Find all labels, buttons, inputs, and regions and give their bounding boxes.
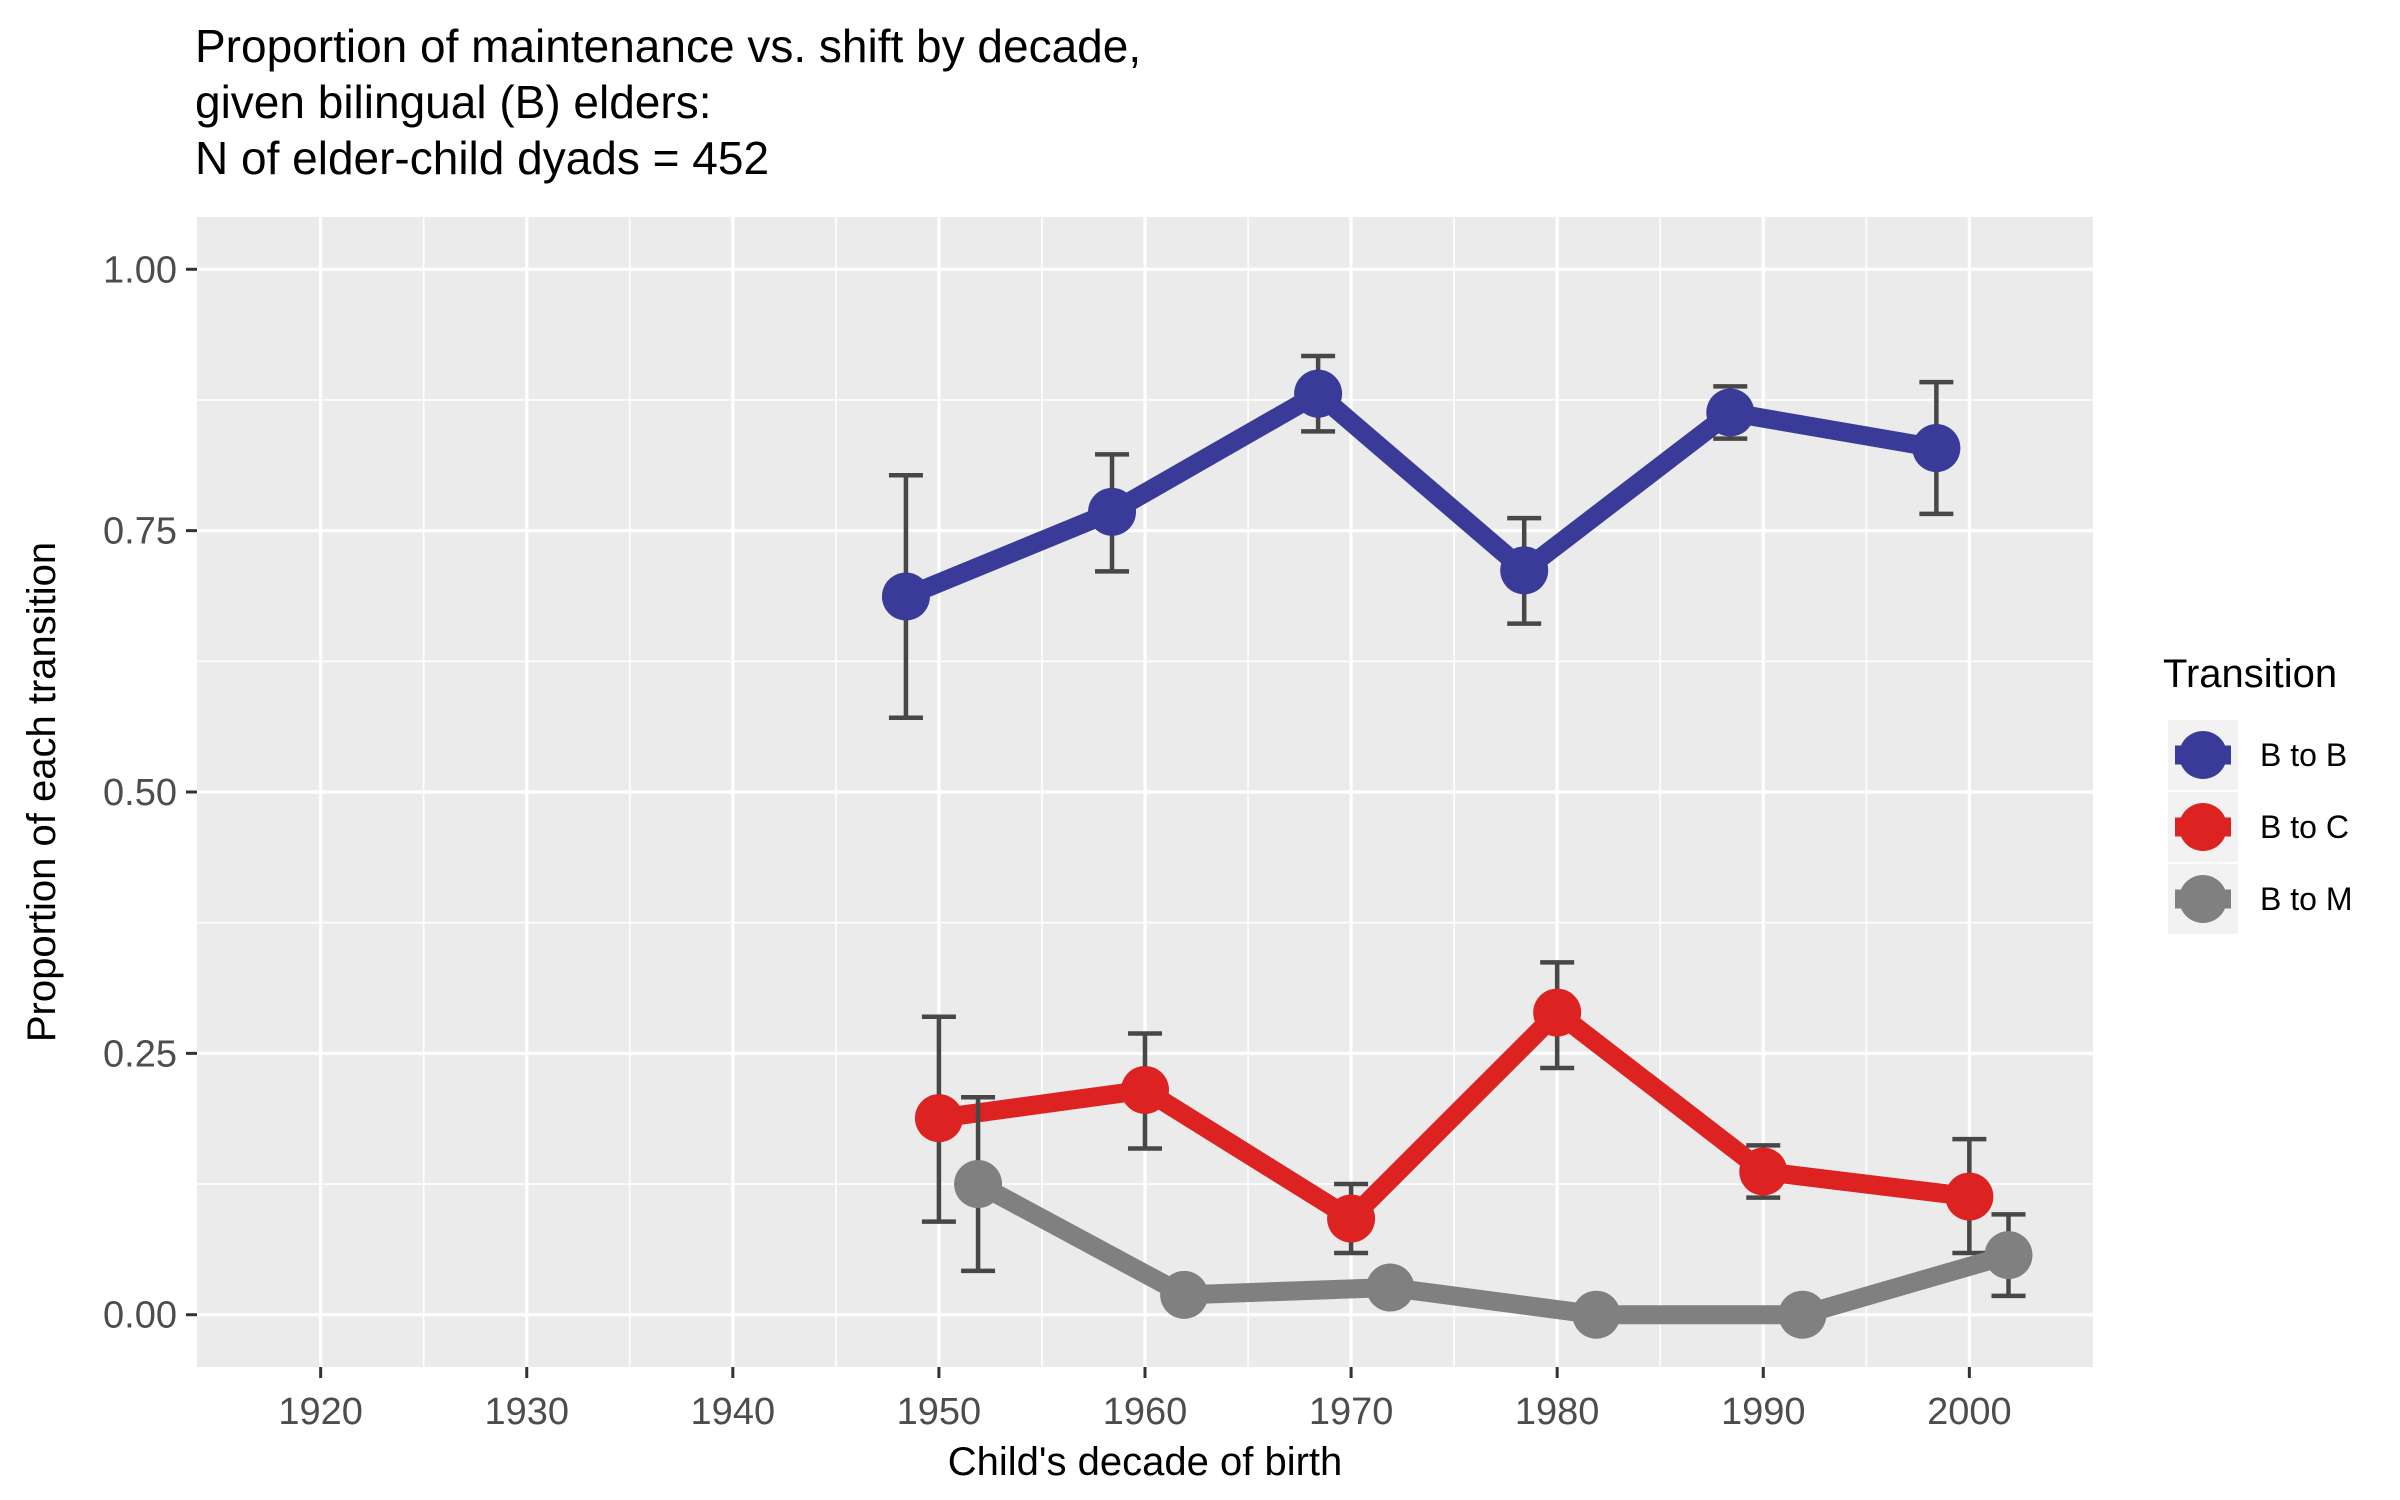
- y-tick-label: 0.75: [103, 511, 177, 553]
- y-tick-label: 0.50: [103, 772, 177, 814]
- data-point-b-to-c: [1533, 988, 1582, 1037]
- x-tick-label: 1930: [484, 1391, 569, 1433]
- chart-title: Proportion of maintenance vs. shift by d…: [195, 20, 1141, 184]
- data-point-b-to-m: [1160, 1270, 1209, 1319]
- legend-key-point: [2179, 731, 2227, 779]
- chart-title-line-2: given bilingual (B) elders:: [195, 76, 712, 128]
- data-point-b-to-b: [1294, 369, 1343, 418]
- legend: Transition B to B B to C B to M: [2163, 652, 2352, 934]
- data-point-b-to-c: [1327, 1194, 1376, 1243]
- legend-label-b-to-b: B to B: [2260, 737, 2347, 773]
- legend-label-b-to-c: B to C: [2260, 809, 2349, 845]
- x-tick-label: 1920: [278, 1391, 363, 1433]
- data-point-b-to-m: [1984, 1231, 2033, 1280]
- data-point-b-to-b: [1706, 388, 1755, 437]
- data-point-b-to-m: [954, 1160, 1003, 1209]
- series-line-b-to-m: [968, 1174, 2018, 1325]
- data-point-b-to-m: [1572, 1290, 1621, 1339]
- legend-key-point: [2179, 875, 2227, 923]
- data-point-b-to-c: [914, 1094, 963, 1143]
- series-b-to-c: [914, 960, 1994, 1256]
- data-point-b-to-m: [1366, 1263, 1415, 1312]
- y-tick-label: 0.00: [103, 1295, 177, 1337]
- series-b-to-m: [954, 1095, 2033, 1339]
- data-point-b-to-c: [1121, 1065, 1169, 1114]
- x-tick-label: 1980: [1515, 1391, 1600, 1433]
- legend-item-b-to-m: B to M: [2168, 864, 2352, 934]
- x-tick-label: 2000: [1927, 1391, 2012, 1433]
- data-point-b-to-c: [1739, 1147, 1788, 1196]
- x-tick-label: 1940: [691, 1391, 776, 1433]
- x-tick-label: 1990: [1721, 1391, 1806, 1433]
- data-point-b-to-b: [1088, 487, 1137, 536]
- data-point-b-to-m: [1778, 1290, 1827, 1339]
- y-axis-title: Proportion of each transition: [20, 542, 64, 1042]
- legend-item-b-to-b: B to B: [2168, 720, 2347, 790]
- data-point-b-to-b: [881, 572, 930, 621]
- y-tick-label: 1.00: [103, 249, 177, 291]
- series-line-b-to-c: [929, 1003, 1979, 1228]
- data-series: [881, 353, 2033, 1339]
- x-tick-label: 1960: [1103, 1391, 1188, 1433]
- series-b-to-b: [881, 353, 1961, 721]
- x-tick-label: 1970: [1309, 1391, 1394, 1433]
- y-tick-label: 0.25: [103, 1033, 177, 1075]
- data-point-b-to-b: [1500, 546, 1549, 595]
- legend-key-point: [2179, 803, 2227, 851]
- data-point-b-to-b: [1912, 424, 1961, 473]
- chart-title-line-1: Proportion of maintenance vs. shift by d…: [195, 20, 1141, 72]
- chart-title-line-3: N of elder-child dyads = 452: [195, 132, 769, 184]
- legend-title: Transition: [2163, 652, 2337, 696]
- x-axis: 1920 1930 1940 1950 1960 1970 1980 1990 2000: [278, 1367, 2012, 1433]
- legend-label-b-to-m: B to M: [2260, 881, 2352, 917]
- y-axis: 0.00 0.25 0.50 0.75 1.00: [103, 249, 197, 1337]
- x-axis-title: Child's decade of birth: [948, 1440, 1343, 1484]
- legend-items: B to B B to C B to M: [2168, 720, 2352, 934]
- series-line-b-to-b: [896, 384, 1946, 606]
- legend-item-b-to-c: B to C: [2168, 792, 2349, 862]
- data-point-b-to-c: [1945, 1172, 1994, 1221]
- x-tick-label: 1950: [897, 1391, 982, 1433]
